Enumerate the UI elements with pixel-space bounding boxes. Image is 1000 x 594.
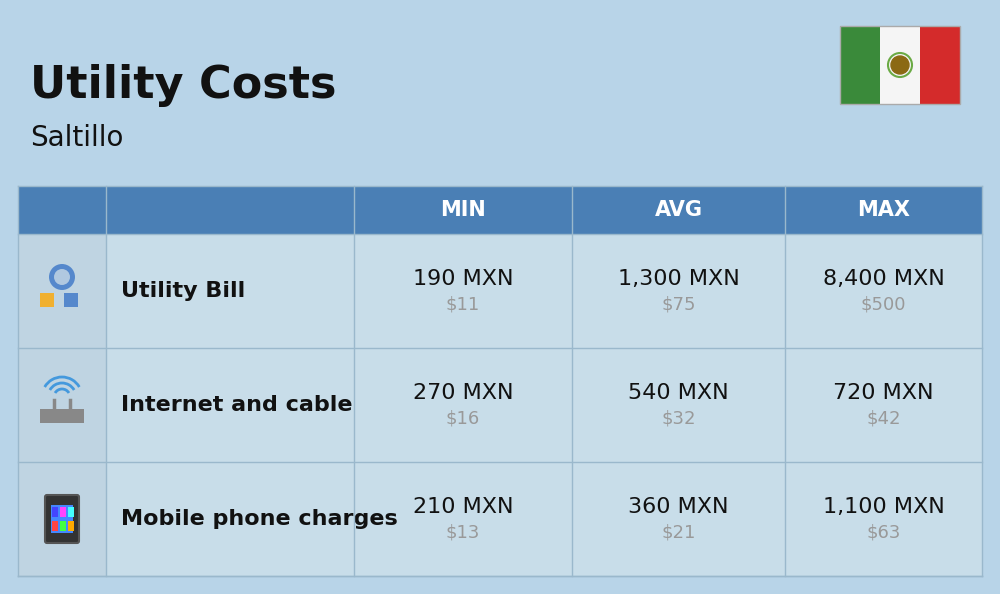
- Text: $500: $500: [861, 296, 906, 314]
- Bar: [840, 26, 880, 104]
- Bar: [18, 234, 106, 348]
- Bar: [40, 293, 54, 307]
- Bar: [880, 26, 920, 104]
- FancyBboxPatch shape: [45, 495, 79, 543]
- Text: 360 MXN: 360 MXN: [628, 497, 729, 517]
- Text: MAX: MAX: [857, 200, 910, 220]
- Text: Utility Bill: Utility Bill: [121, 281, 245, 301]
- Text: $16: $16: [446, 410, 480, 428]
- Bar: [68, 507, 74, 517]
- Bar: [60, 507, 66, 517]
- Text: 540 MXN: 540 MXN: [628, 383, 729, 403]
- Text: $11: $11: [446, 296, 480, 314]
- Bar: [18, 348, 106, 462]
- Text: $32: $32: [661, 410, 696, 428]
- Text: 210 MXN: 210 MXN: [413, 497, 513, 517]
- Text: Mobile phone charges: Mobile phone charges: [121, 509, 398, 529]
- Text: 190 MXN: 190 MXN: [413, 269, 513, 289]
- Text: $13: $13: [446, 524, 480, 542]
- Bar: [40, 409, 84, 423]
- Text: 1,100 MXN: 1,100 MXN: [823, 497, 944, 517]
- Text: Internet and cable: Internet and cable: [121, 395, 352, 415]
- Text: Saltillo: Saltillo: [30, 124, 123, 152]
- Bar: [52, 507, 58, 517]
- Text: $75: $75: [661, 296, 696, 314]
- Text: AVG: AVG: [654, 200, 702, 220]
- Text: 270 MXN: 270 MXN: [413, 383, 513, 403]
- Text: 1,300 MXN: 1,300 MXN: [618, 269, 739, 289]
- Text: 8,400 MXN: 8,400 MXN: [823, 269, 944, 289]
- Bar: [52, 521, 58, 531]
- Text: 720 MXN: 720 MXN: [833, 383, 934, 403]
- Circle shape: [54, 269, 70, 285]
- Bar: [68, 521, 74, 531]
- Text: $21: $21: [661, 524, 696, 542]
- Bar: [51, 505, 73, 533]
- Bar: [18, 348, 982, 462]
- Bar: [840, 26, 960, 104]
- Text: Utility Costs: Utility Costs: [30, 64, 336, 107]
- Circle shape: [49, 264, 75, 290]
- Text: $63: $63: [866, 524, 901, 542]
- Bar: [18, 186, 982, 234]
- Bar: [18, 462, 106, 576]
- Bar: [60, 521, 66, 531]
- Bar: [920, 26, 960, 104]
- Circle shape: [891, 56, 909, 74]
- Text: MIN: MIN: [440, 200, 486, 220]
- Bar: [18, 234, 982, 348]
- Bar: [18, 462, 982, 576]
- Text: $42: $42: [866, 410, 901, 428]
- Bar: [64, 293, 78, 307]
